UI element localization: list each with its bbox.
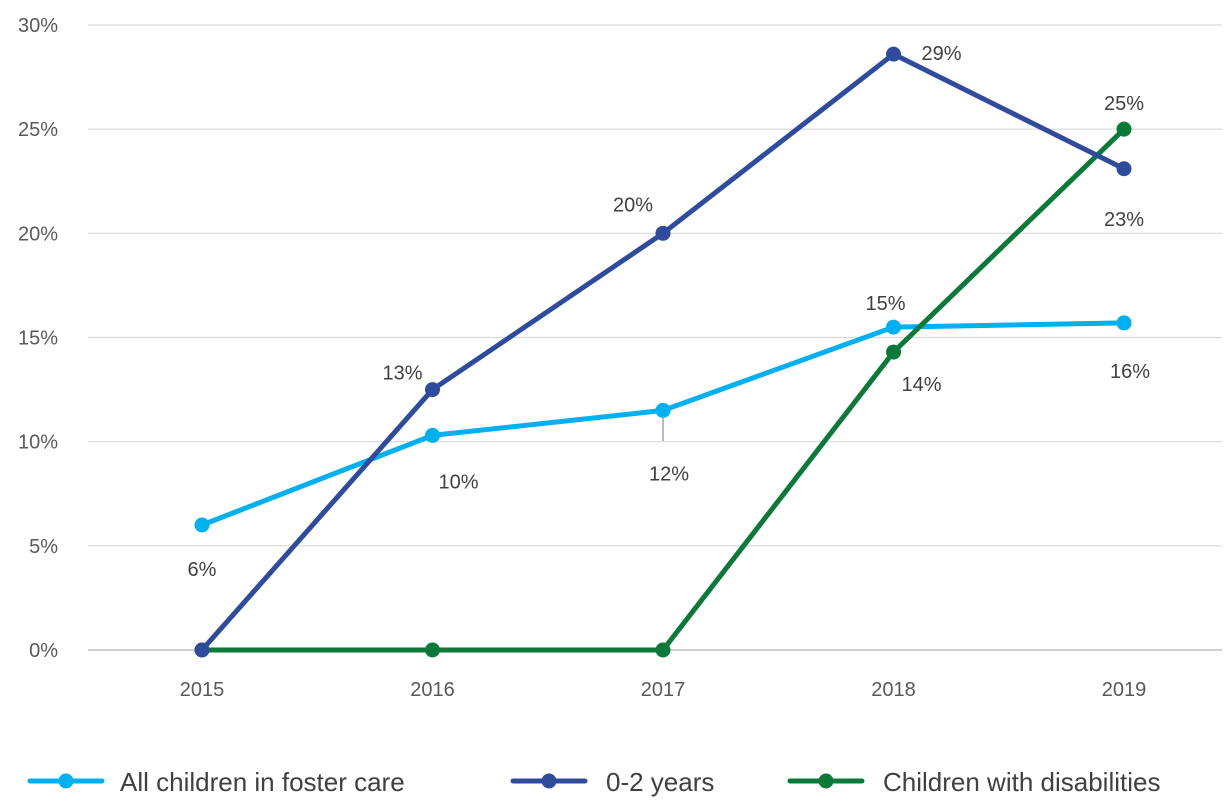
data-label: 29% (921, 43, 961, 65)
y-tick-label: 15% (18, 328, 58, 350)
legend-swatch-marker (58, 773, 74, 789)
legend-item: 0-2 years (510, 767, 714, 797)
data-point (1116, 161, 1132, 177)
data-point (655, 225, 671, 241)
data-point (1116, 315, 1132, 331)
data-point (425, 382, 440, 398)
data-point (1116, 121, 1132, 137)
data-label: 16% (1110, 361, 1150, 383)
data-label: 13% (382, 363, 422, 385)
x-axis-ticks: 2015 2016 2017 2018 2019 (180, 679, 1147, 701)
series-line (199, 126, 1127, 653)
x-tick-label: 2016 (410, 679, 455, 701)
legend-label: All children in foster care (120, 767, 405, 797)
data-label: 25% (1104, 93, 1144, 115)
y-tick-label: 25% (18, 119, 58, 141)
data-point (194, 517, 210, 533)
series-lines (194, 46, 1132, 658)
data-point (425, 427, 440, 443)
data-label: 6% (188, 559, 217, 581)
legend-label: 0-2 years (606, 767, 714, 797)
legend-swatch-marker (818, 773, 834, 789)
data-label: 14% (901, 374, 941, 396)
legend-item: Children with disabilities (787, 767, 1160, 797)
y-axis-ticks: 0% 5% 10% 15% 20% 25% 30% (18, 15, 58, 662)
data-point (655, 642, 671, 658)
data-point (886, 46, 901, 62)
x-tick-label: 2015 (180, 679, 225, 701)
data-label: 23% (1104, 209, 1144, 231)
x-tick-label: 2017 (641, 679, 686, 701)
series-line (199, 51, 1127, 653)
y-tick-label: 10% (18, 432, 58, 454)
y-tick-label: 30% (18, 15, 58, 37)
gridlines (88, 24, 1222, 651)
data-label: 10% (438, 471, 478, 493)
x-tick-label: 2019 (1102, 679, 1147, 701)
data-labels: 6% 10% 12% 15% 16% 13% 20% 29% 23% 14% 25% (188, 43, 1151, 581)
legend: All children in foster care 0-2 years Chil… (27, 767, 1160, 797)
data-point (425, 642, 440, 658)
y-tick-label: 5% (29, 536, 58, 558)
y-tick-label: 0% (29, 640, 58, 662)
legend-label: Children with disabilities (883, 767, 1160, 797)
legend-item: All children in foster care (27, 767, 405, 797)
legend-swatch-marker (541, 773, 557, 789)
data-point (194, 642, 210, 658)
data-label: 12% (649, 463, 689, 485)
data-label: 15% (865, 293, 905, 315)
data-point (886, 319, 901, 335)
x-tick-label: 2018 (871, 679, 916, 701)
data-point (655, 402, 671, 418)
y-tick-label: 20% (18, 223, 58, 245)
data-label: 20% (613, 194, 653, 216)
data-point (886, 344, 901, 360)
